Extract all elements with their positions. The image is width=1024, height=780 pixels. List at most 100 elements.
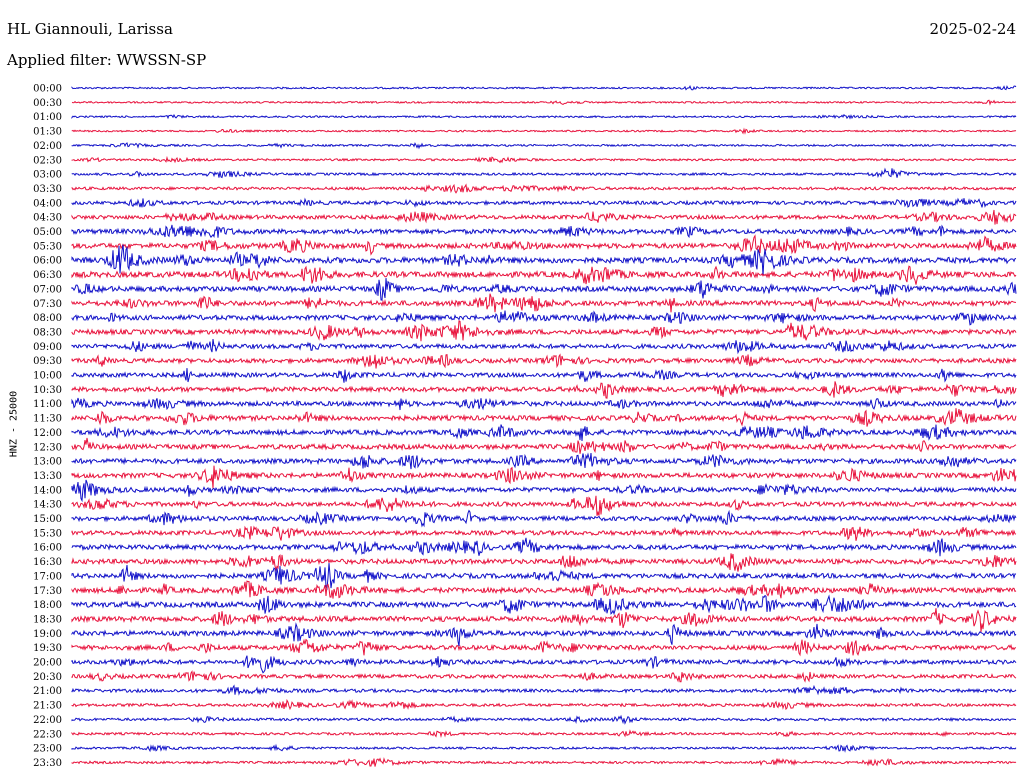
row-time-label: 13:00	[33, 457, 62, 468]
trace-row	[71, 729, 1017, 739]
row-time-label: 16:30	[33, 557, 62, 568]
row-time-label: 05:00	[33, 227, 62, 238]
trace-row	[71, 381, 1017, 399]
row-time-label: 23:00	[33, 744, 62, 755]
row-time-label: 16:00	[33, 543, 62, 554]
trace-row	[71, 234, 1017, 256]
trace-row	[71, 424, 1017, 442]
row-time-label: 20:30	[33, 672, 62, 683]
row-time-label: 09:00	[33, 342, 62, 353]
row-time-label: 01:30	[33, 127, 62, 138]
trace-row	[71, 714, 1017, 725]
row-time-label: 21:00	[33, 686, 62, 697]
row-time-label: 11:30	[33, 414, 62, 425]
trace-row	[71, 183, 1017, 194]
trace-row	[71, 167, 1017, 179]
row-time-label: 13:30	[33, 471, 62, 482]
trace-row	[71, 655, 1017, 674]
trace-row	[71, 537, 1017, 557]
trace-row	[71, 563, 1017, 591]
trace-row	[71, 265, 1017, 285]
row-time-label: 15:00	[33, 514, 62, 525]
row-time-label: 18:30	[33, 614, 62, 625]
station-name: HL Giannouli, Larissa	[7, 20, 173, 38]
row-time-label: 02:00	[33, 141, 62, 152]
row-time-label: 22:30	[33, 729, 62, 740]
trace-row	[71, 757, 1017, 767]
row-time-label: 04:30	[33, 213, 62, 224]
row-time-label: 02:30	[33, 155, 62, 166]
row-time-label: 14:00	[33, 485, 62, 496]
row-time-label: 04:00	[33, 198, 62, 209]
trace-row	[71, 320, 1017, 342]
trace-row	[71, 353, 1017, 369]
trace-row	[71, 684, 1017, 696]
row-time-label: 10:00	[33, 371, 62, 382]
trace-row	[71, 638, 1017, 657]
trace-row	[71, 142, 1017, 150]
row-time-label: 20:00	[33, 658, 62, 669]
trace-row	[71, 437, 1017, 454]
trace-row	[71, 278, 1017, 301]
row-time-label: 19:30	[33, 643, 62, 654]
trace-row	[71, 622, 1017, 647]
row-time-label: 06:00	[33, 256, 62, 267]
row-time-label: 08:00	[33, 313, 62, 324]
trace-row	[71, 85, 1017, 91]
trace-row	[71, 397, 1017, 411]
row-time-label: 08:30	[33, 327, 62, 338]
row-time-label: 03:00	[33, 170, 62, 181]
trace-row	[71, 224, 1017, 239]
row-time-label: 03:30	[33, 184, 62, 195]
trace-row	[71, 197, 1017, 208]
trace-row	[71, 127, 1017, 135]
trace-row	[71, 155, 1017, 164]
row-time-label: 10:30	[33, 385, 62, 396]
trace-row	[71, 743, 1017, 753]
row-time-label: 14:30	[33, 500, 62, 511]
row-time-label: 21:30	[33, 701, 62, 712]
row-time-label: 06:30	[33, 270, 62, 281]
trace-row	[71, 293, 1016, 313]
row-time-label: 12:00	[33, 428, 62, 439]
trace-row	[71, 209, 1017, 225]
row-time-label: 19:00	[33, 629, 62, 640]
trace-row	[71, 580, 1017, 599]
row-time-label: 01:00	[33, 112, 62, 123]
row-time-label: 23:30	[33, 758, 62, 769]
row-time-label: 00:30	[33, 98, 62, 109]
filter-label: Applied filter: WWSSN-SP	[7, 51, 207, 69]
trace-row	[71, 553, 1017, 572]
row-time-label: 22:00	[33, 715, 62, 726]
record-date: 2025-02-24	[929, 20, 1016, 38]
trace-row	[71, 339, 1017, 355]
row-time-label: 17:00	[33, 571, 62, 582]
row-time-label: 12:30	[33, 442, 62, 453]
trace-row	[71, 113, 1017, 120]
trace-row	[71, 452, 1017, 470]
trace-row	[71, 698, 1017, 711]
row-time-label: 15:30	[33, 528, 62, 539]
row-time-label: 09:30	[33, 356, 62, 367]
row-time-label: 05:30	[33, 241, 62, 252]
row-time-label: 07:30	[33, 299, 62, 310]
trace-row	[71, 368, 1017, 383]
trace-row	[71, 525, 1017, 541]
trace-row	[71, 670, 1017, 683]
trace-row	[71, 310, 1017, 326]
trace-row	[71, 594, 1017, 616]
row-time-label: 07:00	[33, 284, 62, 295]
trace-row	[71, 495, 1017, 516]
trace-row	[71, 465, 1017, 489]
trace-row	[71, 244, 1017, 276]
row-time-label: 00:00	[33, 84, 62, 95]
trace-row	[71, 408, 1017, 427]
row-time-label: 18:00	[33, 600, 62, 611]
row-time-label: 17:30	[33, 586, 62, 597]
trace-row	[71, 99, 1017, 106]
trace-row	[71, 479, 1017, 503]
trace-row	[71, 509, 1017, 528]
trace-row	[71, 608, 1017, 632]
row-time-label: 11:00	[33, 399, 62, 410]
